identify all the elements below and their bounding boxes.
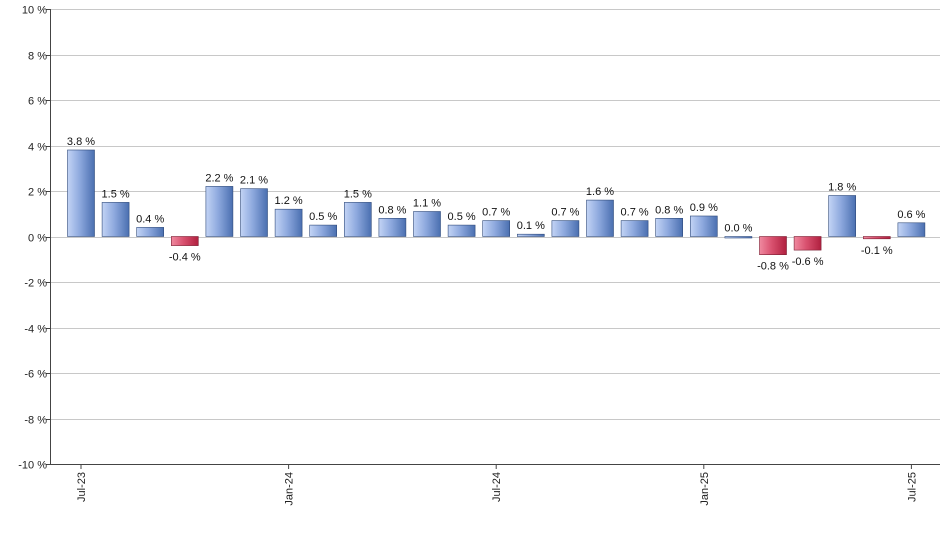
data-label: 0.5 % (309, 211, 337, 223)
bars (67, 149, 926, 256)
data-label: 2.2 % (205, 172, 233, 184)
x-tick-labels: Jul-23 Jan-24 Jul-24 Jan-25 Jul-25 (76, 472, 918, 506)
data-labels: 3.8 % 1.5 % 0.4 % -0.4 % 2.2 % 2.1 % 1.2 % 0.5 … (67, 136, 926, 273)
data-label: 1.8 % (828, 182, 856, 194)
x-tick-label: Jan-25 (699, 472, 711, 506)
bar-May-25 (828, 195, 857, 237)
bar-Mar-25 (759, 236, 787, 256)
y-tick-label: -4 % (24, 324, 47, 336)
bar-Apr-25 (793, 236, 822, 251)
data-label: 0.4 % (136, 213, 164, 225)
y-tick-label: 2 % (28, 187, 47, 199)
bar-Jul-23 (67, 149, 95, 237)
axes (46, 9, 940, 469)
bar-Jan-25 (689, 215, 718, 237)
bar-May-24 (413, 211, 441, 237)
bar-Oct-23 (171, 236, 199, 246)
data-label: 0.7 % (482, 207, 510, 219)
y-tick-label: -8 % (24, 415, 47, 427)
bar-Jun-25 (862, 236, 891, 240)
data-label: 0.1 % (517, 220, 545, 232)
data-label: 1.5 % (102, 188, 130, 200)
data-label: 2.1 % (240, 175, 268, 187)
data-label: 0.6 % (897, 209, 925, 221)
bar-Feb-24 (309, 224, 338, 237)
bar-Feb-25 (724, 236, 753, 239)
data-label: 0.7 % (551, 207, 579, 219)
x-tick-label: Jul-25 (906, 472, 918, 502)
y-tick-label: -6 % (24, 369, 47, 381)
data-label: 0.9 % (690, 202, 718, 214)
data-label: 0.7 % (621, 207, 649, 219)
data-label: 1.6 % (586, 186, 614, 198)
bar-Nov-23 (205, 186, 234, 237)
y-tick-label: -10 % (18, 460, 47, 472)
bar-Dec-24 (655, 218, 684, 237)
data-label: 1.2 % (275, 195, 303, 207)
data-label: 0.8 % (655, 204, 683, 216)
y-tick-label: 4 % (28, 142, 47, 154)
y-tick-label: 8 % (28, 51, 47, 63)
data-label: 3.8 % (67, 136, 95, 148)
x-tick-label: Jan-24 (284, 472, 296, 506)
y-tick-label: -2 % (24, 278, 47, 290)
data-label: -0.4 % (169, 252, 201, 264)
data-label: 0.0 % (724, 223, 752, 235)
data-label: -0.1 % (861, 245, 893, 257)
bar-Sep-23 (136, 227, 164, 237)
bar-Dec-23 (240, 188, 268, 237)
bar-Mar-24 (343, 202, 372, 237)
bar-Jul-25 (897, 222, 926, 237)
bar-Oct-24 (586, 199, 614, 237)
data-label: 0.5 % (448, 211, 476, 223)
bar-Aug-23 (101, 202, 130, 237)
bar-Jul-24 (482, 220, 511, 237)
y-tick-label: 10 % (22, 5, 47, 17)
data-label: 1.5 % (344, 188, 372, 200)
bar-Aug-24 (516, 233, 545, 237)
data-label: -0.8 % (757, 261, 789, 273)
y-tick-label: 0 % (28, 233, 47, 245)
bar-Apr-24 (378, 218, 407, 237)
bar-Jan-24 (274, 208, 303, 237)
y-tick-label: 6 % (28, 96, 47, 108)
x-tick-label: Jul-24 (491, 472, 503, 502)
y-tick-labels: 10 % 8 % 6 % 4 % 2 % 0 % -2 % -4 % -6 % -8 % -10 % (18, 5, 47, 472)
data-label: 0.8 % (378, 204, 406, 216)
bar-Jun-24 (447, 224, 476, 237)
bar-Sep-24 (551, 220, 580, 237)
x-tick-label: Jul-23 (76, 472, 88, 502)
data-label: -0.6 % (792, 256, 824, 268)
data-label: 1.1 % (413, 198, 441, 210)
bar-Nov-24 (620, 220, 649, 237)
